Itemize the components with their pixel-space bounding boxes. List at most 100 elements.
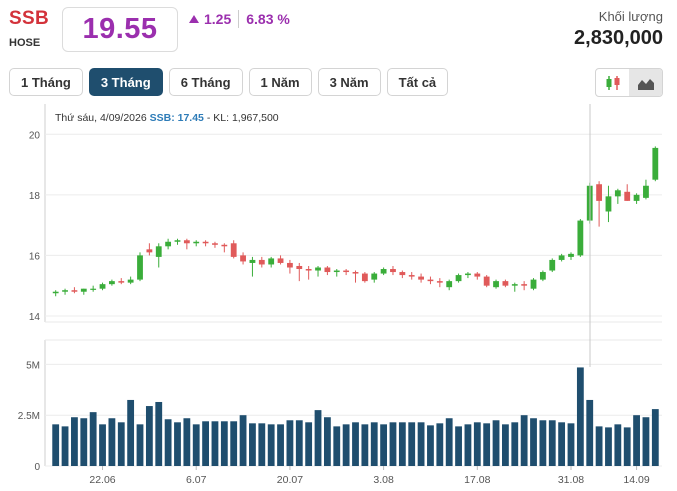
candle-body <box>258 259 265 265</box>
volume-value: 2,830,000 <box>574 27 663 49</box>
candle-body <box>183 240 190 244</box>
candle-body <box>633 194 640 201</box>
candle-body <box>127 279 134 283</box>
volume-bar <box>249 423 256 466</box>
candle-body <box>549 259 556 271</box>
volume-bar <box>164 419 172 466</box>
candle-body <box>108 281 115 285</box>
change-pct: 6.83 % <box>246 11 290 27</box>
candle-body <box>193 241 200 244</box>
volume-bar <box>323 417 331 466</box>
ticker-block: SSB HOSE <box>9 8 49 49</box>
candle-body <box>483 276 490 286</box>
volume-bar <box>539 420 547 466</box>
volume-bar <box>567 423 575 466</box>
candle-body <box>315 267 321 271</box>
candle-body <box>165 241 172 247</box>
volume-bar <box>389 422 397 466</box>
volume-bar <box>586 399 594 466</box>
candle-body <box>361 273 368 282</box>
area-chart-button[interactable] <box>629 69 662 96</box>
volume-bar <box>633 415 640 466</box>
volume-series <box>52 367 659 466</box>
candle-body <box>465 273 471 276</box>
volume-bar <box>286 420 294 466</box>
volume-bar <box>267 424 275 466</box>
divider <box>238 10 240 28</box>
volume-tick-label: 0 <box>34 462 40 473</box>
candle-body <box>511 284 518 286</box>
volume-bar <box>398 422 406 466</box>
candle-body <box>174 240 181 242</box>
candle-body <box>596 184 603 201</box>
price-change: 1.25 6.83 % <box>189 10 290 28</box>
candle-body <box>287 262 293 268</box>
volume-bar <box>492 420 500 466</box>
volume-bar <box>417 422 425 466</box>
candle-body <box>568 253 574 257</box>
change-abs: 1.25 <box>204 11 232 27</box>
volume-bar <box>380 424 388 466</box>
volume-bar <box>558 422 566 466</box>
chart-axes: 14 16 18 20 0 2.5M 5M 22.06 6.07 20.07 3.08 17.08 31… <box>18 130 650 486</box>
candle-body <box>52 291 59 294</box>
range-all-button[interactable]: Tất cả <box>386 68 449 96</box>
candle-body <box>521 284 528 286</box>
volume-bar <box>295 420 303 466</box>
volume-bar <box>530 418 537 466</box>
range-selector: 1 Tháng 3 Tháng 6 Tháng 1 Năm 3 Năm Tất … <box>9 68 449 96</box>
candle-body <box>137 255 143 280</box>
price-tick-label: 14 <box>29 312 41 323</box>
candlestick-icon <box>606 75 619 90</box>
volume-bar <box>342 424 350 466</box>
candle-body <box>408 275 415 277</box>
current-price: 19.55 <box>82 13 158 45</box>
range-6-month-button[interactable]: 6 Tháng <box>168 68 243 96</box>
area-chart-icon <box>637 78 654 90</box>
volume-bar <box>464 424 472 466</box>
x-tick-label: 6.07 <box>186 474 207 486</box>
volume-bar <box>155 401 163 466</box>
x-tick-label: 17.08 <box>464 474 490 486</box>
candle-body <box>455 275 462 282</box>
volume-bar <box>277 424 284 466</box>
volume-tick-label: 2.5M <box>18 411 40 422</box>
x-tick-label: 20.07 <box>277 474 303 486</box>
volume-bar <box>408 422 416 466</box>
candle-body <box>643 185 649 198</box>
range-1-month-button[interactable]: 1 Tháng <box>9 68 83 96</box>
tooltip-text: Thứ sáu, 4/09/2026 SSB: 17.45 - KL: 1,96… <box>55 112 279 124</box>
candle-body <box>305 269 312 271</box>
volume-bar <box>455 426 462 466</box>
chart-type-toggle <box>595 68 663 97</box>
candle-body <box>624 191 631 201</box>
candle-body <box>155 246 162 257</box>
candle-body <box>436 281 443 283</box>
candle-body <box>371 273 378 280</box>
volume-bar <box>436 423 444 466</box>
candle-body <box>652 147 659 180</box>
x-tick-label: 3.08 <box>373 474 394 486</box>
range-1-year-button[interactable]: 1 Năm <box>248 68 312 96</box>
volume-bar <box>623 427 631 466</box>
candlestick-button[interactable] <box>596 69 629 96</box>
range-3-month-button[interactable]: 3 Tháng <box>88 68 163 96</box>
volume-tick-label: 5M <box>26 360 40 371</box>
candle-body <box>530 279 537 289</box>
candle-body <box>277 258 284 263</box>
volume-bar <box>108 418 116 466</box>
volume-bar <box>145 406 153 466</box>
price-chart[interactable]: 14 16 18 20 0 2.5M 5M 22.06 6.07 20.07 3.08 17.08 31… <box>0 100 677 491</box>
ticker-symbol: SSB <box>9 8 49 29</box>
candle-body <box>146 249 153 253</box>
candle-body <box>90 288 97 290</box>
candle-body <box>390 269 396 273</box>
volume-bar <box>127 399 135 466</box>
candlestick-series <box>52 146 659 297</box>
volume-bar <box>595 426 603 466</box>
candle-body <box>268 258 275 265</box>
candle-body <box>502 281 509 286</box>
volume-bar <box>174 422 181 466</box>
tooltip-volume-label: KL <box>213 112 226 124</box>
range-3-year-button[interactable]: 3 Năm <box>317 68 381 96</box>
